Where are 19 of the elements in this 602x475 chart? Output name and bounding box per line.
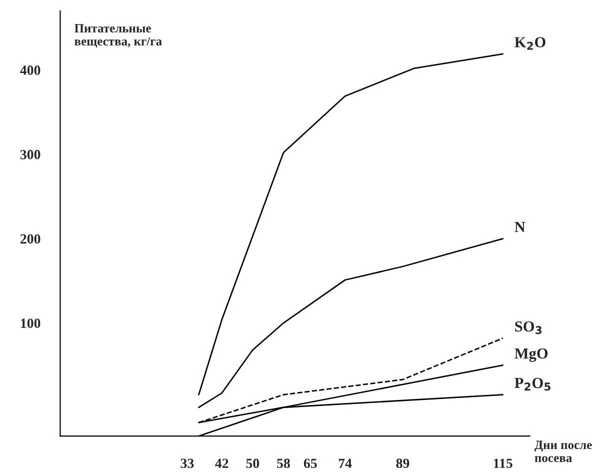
x-axis-title: Дни после посева (534, 440, 592, 462)
x-tick-label: 89 (396, 458, 410, 468)
y-axis-title: Питательные вещества, кг/га (74, 24, 162, 48)
x-tick-label: 115 (494, 458, 512, 468)
series-label: N (514, 222, 526, 232)
y-tick-label: 400 (20, 66, 40, 75)
x-tick-label: 65 (304, 458, 317, 468)
x-tick-label: 42 (215, 458, 228, 468)
y-tick-label: 200 (20, 234, 40, 244)
y-tick-label: 100 (21, 318, 40, 328)
x-tick-label: 58 (277, 458, 290, 468)
x-tick-label: 33 (180, 458, 194, 468)
y-tick-label: 300 (20, 150, 40, 160)
x-tick-label: 74 (338, 458, 352, 468)
series-label: K$_{2}$O (514, 37, 546, 50)
series-label: P$_{2}$O$_{5}$ (514, 378, 550, 391)
series-label: SO$_{3}$ (515, 321, 542, 334)
series-label: MgO (514, 348, 548, 362)
x-tick-label: 50 (246, 458, 260, 468)
